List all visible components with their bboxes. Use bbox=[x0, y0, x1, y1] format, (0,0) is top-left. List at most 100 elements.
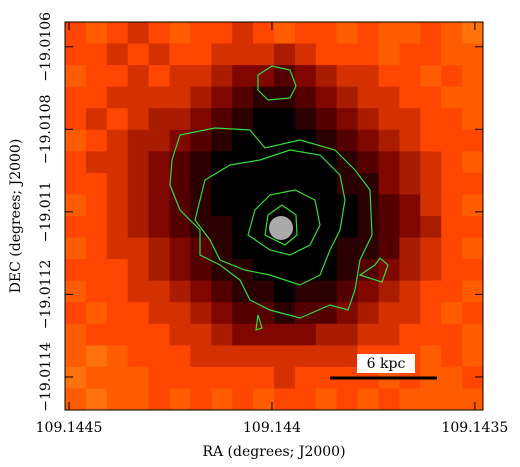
pixel bbox=[65, 22, 87, 45]
pixel bbox=[294, 151, 317, 174]
pixel bbox=[294, 366, 317, 389]
pixel bbox=[211, 345, 233, 368]
pixel bbox=[85, 194, 108, 217]
pixel bbox=[399, 129, 421, 152]
pixel bbox=[336, 259, 359, 282]
pixel bbox=[294, 259, 317, 282]
pixel bbox=[336, 216, 359, 239]
pixel bbox=[148, 345, 170, 368]
pixel bbox=[253, 302, 275, 325]
pixel bbox=[169, 129, 191, 152]
pixel bbox=[315, 86, 338, 109]
pixel bbox=[127, 86, 150, 109]
pixel bbox=[65, 280, 87, 303]
pixel bbox=[65, 323, 87, 346]
pixel bbox=[294, 323, 317, 346]
pixel bbox=[127, 366, 150, 389]
contour bbox=[247, 189, 321, 256]
pixel bbox=[274, 259, 296, 282]
pixel bbox=[190, 65, 212, 88]
pixel bbox=[357, 216, 379, 239]
pixel bbox=[106, 22, 129, 45]
pixel bbox=[274, 237, 296, 260]
pixel bbox=[315, 237, 338, 260]
pixel bbox=[127, 259, 150, 282]
pixel bbox=[294, 108, 317, 131]
pixel bbox=[274, 43, 296, 66]
pixel bbox=[441, 108, 463, 131]
pixel bbox=[190, 43, 212, 66]
contours bbox=[169, 65, 389, 331]
pixel bbox=[85, 302, 108, 325]
pixel bbox=[336, 22, 359, 45]
pixel bbox=[399, 22, 421, 45]
x-tick-label: 109.144 bbox=[243, 420, 301, 436]
pixel bbox=[169, 216, 191, 239]
pixel bbox=[420, 237, 442, 260]
pixel bbox=[253, 388, 275, 411]
pixel bbox=[65, 172, 87, 195]
pixel bbox=[462, 259, 484, 282]
pixel bbox=[253, 237, 275, 260]
pixel bbox=[85, 366, 108, 389]
pixel bbox=[253, 259, 275, 282]
pixel bbox=[462, 86, 484, 109]
pixel bbox=[336, 345, 359, 368]
pixel bbox=[85, 129, 108, 152]
pixel bbox=[232, 172, 254, 195]
pixel bbox=[211, 280, 233, 303]
pixel bbox=[462, 216, 484, 239]
pixel bbox=[65, 216, 87, 239]
pixel bbox=[106, 323, 129, 346]
pixel bbox=[211, 323, 233, 346]
pixel bbox=[420, 388, 442, 411]
pixel bbox=[127, 302, 150, 325]
x-axis-label: RA (degrees; J2000) bbox=[202, 444, 345, 460]
pixel bbox=[420, 22, 442, 45]
pixel bbox=[85, 151, 108, 174]
pixel bbox=[315, 216, 338, 239]
pixel bbox=[274, 86, 296, 109]
pixel bbox=[399, 172, 421, 195]
pixel bbox=[315, 388, 338, 411]
x-tick-label: 109.1445 bbox=[36, 420, 103, 436]
pixel bbox=[315, 194, 338, 217]
pixel bbox=[127, 22, 150, 45]
pixel bbox=[357, 22, 379, 45]
pixel bbox=[420, 43, 442, 66]
pixel bbox=[106, 151, 129, 174]
pixel bbox=[336, 86, 359, 109]
pixel bbox=[232, 388, 254, 411]
pixel bbox=[315, 366, 338, 389]
pixel bbox=[274, 172, 296, 195]
pixel bbox=[127, 65, 150, 88]
pixel bbox=[106, 129, 129, 152]
pixel bbox=[274, 129, 296, 152]
pixel bbox=[148, 280, 170, 303]
pixel bbox=[106, 280, 129, 303]
pixel bbox=[127, 194, 150, 217]
heatmap bbox=[65, 22, 484, 411]
pixel bbox=[190, 302, 212, 325]
pixel bbox=[378, 108, 400, 131]
pixel bbox=[148, 43, 170, 66]
pixel bbox=[190, 345, 212, 368]
contour bbox=[255, 314, 263, 331]
pixel bbox=[357, 323, 379, 346]
pixel bbox=[274, 280, 296, 303]
pixel bbox=[294, 22, 317, 45]
pixel bbox=[274, 108, 296, 131]
pixel bbox=[399, 302, 421, 325]
pixel bbox=[106, 388, 129, 411]
pixel bbox=[253, 280, 275, 303]
y-tick-label: −19.0106 bbox=[38, 12, 54, 82]
pixel bbox=[253, 129, 275, 152]
pixel bbox=[106, 86, 129, 109]
pixel bbox=[357, 302, 379, 325]
pixel bbox=[232, 65, 254, 88]
pixel bbox=[336, 129, 359, 152]
pixel bbox=[294, 129, 317, 152]
pixel bbox=[190, 22, 212, 45]
pixel bbox=[85, 108, 108, 131]
pixel bbox=[106, 345, 129, 368]
